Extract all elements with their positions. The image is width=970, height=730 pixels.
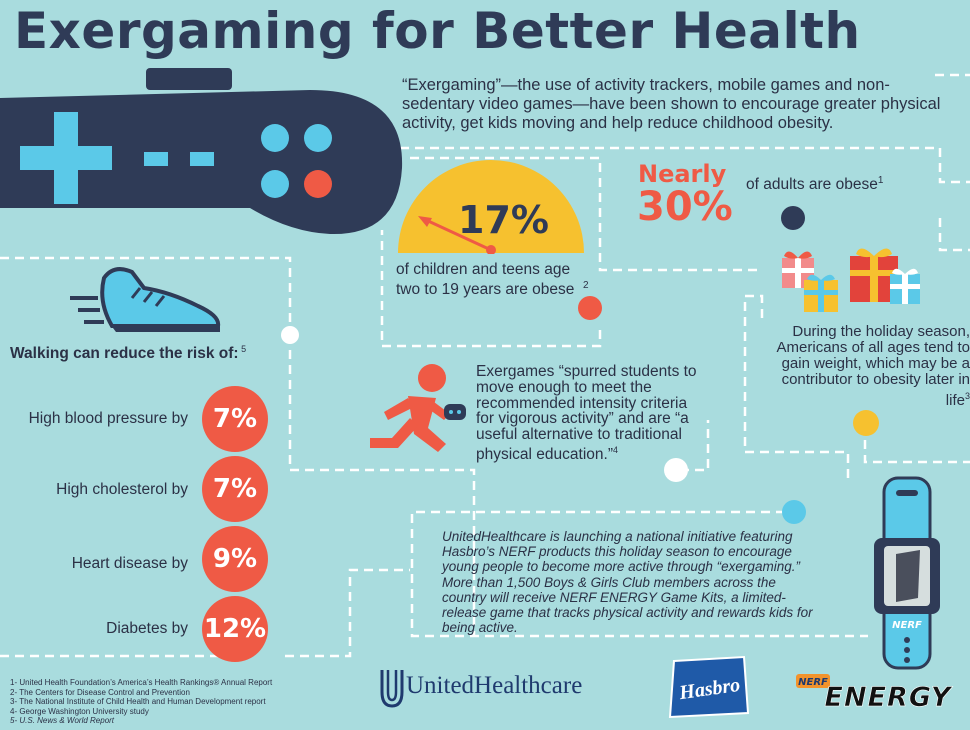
reference-item: 4- George Washington University study [10,706,149,716]
walking-heading: Walking can reduce the risk of: 5 [10,344,247,363]
connector-dot [781,206,805,230]
connector-dot [281,326,299,344]
reference-item: 2- The Centers for Disease Control and P… [10,687,190,697]
reference-item: 5- U.S. News & World Report [10,716,115,725]
nerf-logo-text: NERF [798,677,828,688]
nerf-energy-logo: NERF ENERGY [796,674,953,712]
intro-text: “Exergaming”—the use of activity tracker… [402,76,941,132]
risk-label-blood-pressure: High blood pressure by [28,410,188,427]
risk-value-heart-disease: 9% [202,526,268,592]
running-shoe-icon [70,267,221,332]
gauge-icon [398,160,584,254]
connector-dot [782,500,806,524]
reference-item: 3- The National Institute of Child Healt… [10,697,266,706]
connector-dot [853,410,879,436]
initiative-text: UnitedHealthcare is launching a national… [442,529,813,636]
reference-item: 1- United Health Foundation’s America’s … [10,678,273,687]
adult-obesity-prefix: Nearly [638,160,727,188]
activity-tracker-icon: NERF [874,476,940,670]
unitedhealthcare-logo: UnitedHealthcare [406,672,583,699]
svg-text:NERF: NERF [892,620,922,631]
connector-dot [664,458,688,482]
references-list: 1- United Health Foundation’s America’s … [10,678,272,726]
risk-label-cholesterol: High cholesterol by [56,481,188,498]
risk-value-blood-pressure: 7% [202,386,268,452]
risk-value-cholesterol: 7% [202,456,268,522]
page-title: Exergaming for Better Health [14,2,861,60]
exergames-quote-text: Exergames “spurred students to move enou… [476,363,697,464]
gift-boxes-icon [782,248,920,312]
energy-logo-text: ENERGY [825,682,953,712]
running-figure-icon [370,364,466,452]
risk-label-diabetes: Diabetes by [106,620,188,637]
unitedhealthcare-logo-icon [380,670,404,708]
adult-obesity-percent: 30% [637,184,733,230]
teen-obesity-percent: 17% [458,198,549,242]
connector-dot [578,296,602,320]
hasbro-logo: Hasbro [668,655,750,719]
adult-obesity-text: of adults are obese1 [746,175,884,194]
risk-label-heart-disease: Heart disease by [71,555,188,572]
risk-value-diabetes: 12% [202,596,268,662]
holiday-weight-text: During the holiday season, Americans of … [776,323,970,409]
game-controller-icon [0,68,403,235]
teen-obesity-text: of children and teens age two to 19 year… [396,261,589,299]
